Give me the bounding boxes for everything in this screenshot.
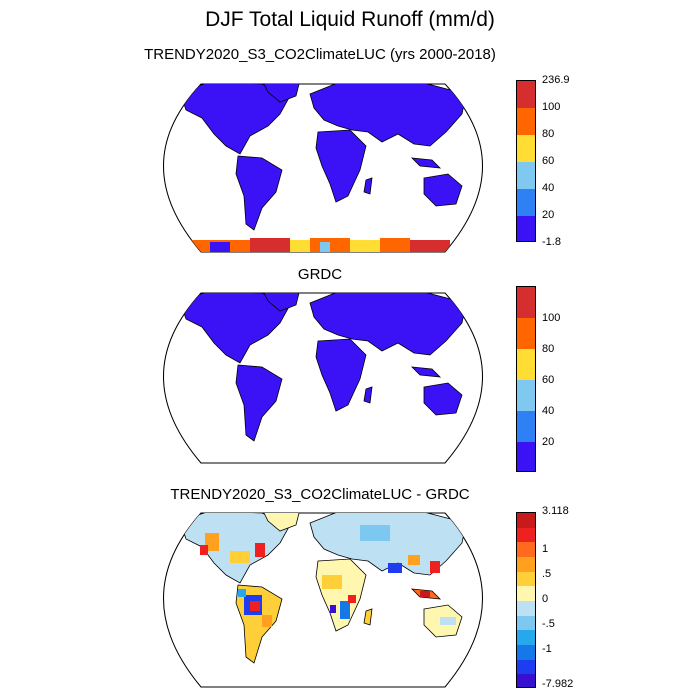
cbar2-label-0: 100 (542, 312, 561, 324)
cbar3-swatch-0 (517, 513, 535, 528)
cbar1-label-5: 20 (542, 209, 555, 221)
cbar3-swatch-11 (517, 674, 535, 687)
south-america (235, 155, 283, 231)
cbar3-swatch-3 (517, 556, 535, 572)
cbar1-label-1: 100 (542, 101, 561, 113)
indonesia (410, 157, 442, 169)
cbar3-label-5: -1 (542, 643, 552, 655)
cbar3-swatch-10 (517, 659, 535, 675)
cbar3-label-4: -.5 (542, 618, 555, 630)
cbar1-label-2: 80 (542, 128, 555, 140)
panel-3-title: TRENDY2020_S3_CO2ClimateLUC - GRDC (170, 486, 470, 503)
cbar3-label-3: 0 (542, 593, 549, 605)
cbar3-swatch-5 (517, 586, 535, 601)
australia (423, 173, 463, 207)
cbar1-swatch-5 (517, 216, 535, 241)
cbar3-swatch-2 (517, 542, 535, 557)
cbar3-label-6: -7.982 (542, 678, 574, 690)
cbar2-swatch-2 (517, 349, 535, 380)
panel-2-map (163, 292, 483, 464)
cbar1-swatch-1 (517, 108, 535, 135)
cbar3-swatch-6 (517, 600, 535, 616)
cbar1-label-0: 236.9 (542, 74, 570, 86)
panel-2-title: GRDC (297, 266, 343, 283)
africa (315, 129, 367, 203)
cbar2-swatch-4 (517, 411, 535, 442)
cbar1-swatch-0 (517, 81, 535, 108)
panel-1-colorbar (516, 80, 536, 242)
cbar2-label-1: 80 (542, 343, 555, 355)
panel-2-colorbar (516, 286, 536, 472)
greenland (261, 84, 301, 103)
cbar2-label-4: 20 (542, 436, 555, 448)
panel-3-colorbar (516, 512, 536, 688)
cbar2-swatch-1 (517, 318, 535, 349)
eurasia (309, 84, 467, 147)
cbar2-swatch-3 (517, 380, 535, 411)
cbar3-swatch-9 (517, 644, 535, 660)
panel-1-map (163, 83, 483, 253)
cbar3-label-0: 3.118 (542, 505, 569, 517)
north-america (179, 84, 291, 155)
cbar2-label-3: 40 (542, 405, 555, 417)
cbar1-label-3: 60 (542, 155, 555, 167)
cbar2-swatch-5 (517, 442, 535, 471)
diff-anomaly-patches (200, 525, 456, 627)
cbar3-swatch-4 (517, 571, 535, 587)
cbar3-label-1: 1 (542, 543, 549, 555)
cbar1-label-6: -1.8 (542, 236, 561, 248)
cbar1-swatch-2 (517, 135, 535, 162)
diff-eurasia (309, 513, 467, 576)
cbar1-swatch-4 (517, 189, 535, 216)
madagascar (363, 177, 373, 195)
cbar1-label-4: 40 (542, 182, 555, 194)
cbar1-swatch-3 (517, 162, 535, 189)
cbar3-swatch-7 (517, 615, 535, 631)
cbar2-label-2: 60 (542, 374, 555, 386)
panel-3-map (163, 512, 483, 688)
antarctica-band (190, 238, 450, 252)
cbar3-swatch-1 (517, 527, 535, 543)
panel-1-title: TRENDY2020_S3_CO2ClimateLUC (yrs 2000-20… (144, 46, 496, 63)
cbar3-swatch-8 (517, 630, 535, 645)
cbar2-swatch-0 (517, 287, 535, 318)
cbar3-label-2: .5 (542, 568, 552, 580)
figure-title: DJF Total Liquid Runoff (mm/d) (205, 8, 495, 31)
